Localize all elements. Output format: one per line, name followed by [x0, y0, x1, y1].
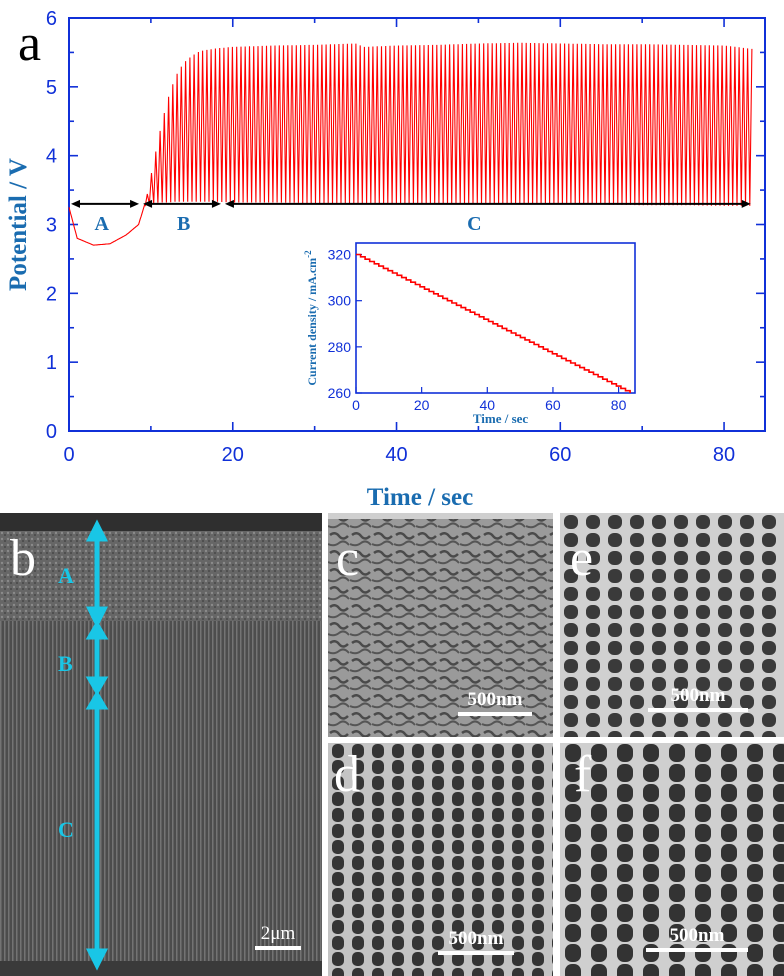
inset-x-tick-label: 20 [414, 397, 430, 413]
region-arrow-head-left [71, 199, 80, 208]
micrograph-c: c 500nm [328, 513, 553, 737]
micrograph-d-image [328, 743, 553, 976]
current-density-curve [356, 253, 631, 393]
micrograph-b-scalebar: 2μm [255, 923, 301, 950]
micrograph-e-scale-label: 500nm [670, 685, 726, 706]
inset-y-tick-label: 300 [328, 293, 352, 309]
micrograph-d-letter: d [334, 746, 360, 803]
micrograph-e-scalebar: 500nm [648, 685, 748, 712]
inset-y-axis-label: Current density / mA.cm-2 [303, 250, 319, 386]
region-arrow-head-right [741, 199, 751, 208]
region-label: C [467, 213, 481, 235]
region-b-label: B [58, 651, 73, 676]
micrograph-c-scale-bar [458, 712, 532, 716]
micrograph-c-scalebar: 500nm [458, 689, 532, 716]
inset-x-tick-label: 40 [480, 397, 496, 413]
x-axis-label: Time / sec [367, 484, 473, 510]
micrograph-f-image [560, 743, 784, 976]
y-tick-label: 1 [46, 352, 57, 374]
inset-y-tick-label: 320 [328, 247, 352, 263]
micrograph-d-scale-bar [438, 951, 514, 955]
micrograph-b-scale-label: 2μm [260, 923, 296, 944]
inset-x-tick-label: 60 [545, 397, 561, 413]
micrograph-d: d 500nm [328, 743, 553, 976]
inset-y-tick-label: 260 [328, 385, 352, 401]
x-tick-label: 20 [222, 444, 244, 466]
micrograph-b-letter: b [10, 530, 36, 587]
region-arrow-head-left [224, 199, 234, 208]
x-tick-label: 80 [713, 444, 735, 466]
inset-x-axis-label: Time / sec [473, 411, 529, 426]
micrograph-f-scalebar: 500nm [646, 925, 748, 952]
y-tick-label: 6 [46, 8, 57, 30]
micrograph-f: f 500nm [560, 743, 784, 976]
micrograph-f-scale-label: 500nm [669, 925, 725, 946]
micrograph-f-letter: f [574, 746, 592, 803]
y-tick-label: 4 [46, 146, 57, 168]
y-tick-label: 5 [46, 77, 57, 99]
micrograph-e-letter: e [570, 530, 594, 587]
micrograph-e: e 500nm [560, 513, 784, 737]
region-c-label: C [58, 817, 74, 842]
region-label: B [177, 213, 190, 235]
x-tick-label: 60 [549, 444, 571, 466]
micrograph-f-scale-bar [646, 948, 748, 952]
inset-x-tick-label: 0 [352, 397, 360, 413]
y-tick-label: 2 [46, 283, 57, 305]
region-arrow-head-right [211, 199, 221, 208]
micrograph-b-scale-bar [255, 946, 301, 950]
inset-y-tick-label: 280 [328, 339, 352, 355]
inset-y-axis-label-text: Current density / mA.cm [305, 258, 319, 386]
inset-frame [355, 242, 636, 394]
micrograph-c-image [328, 513, 553, 737]
potential-curve [68, 42, 753, 246]
x-tick-label: 40 [385, 444, 407, 466]
micrograph-b-image [0, 513, 322, 976]
micrograph-d-scalebar: 500nm [438, 928, 514, 955]
micrograph-e-scale-bar [648, 708, 748, 712]
inset-x-tick-label: 80 [611, 397, 627, 413]
micrograph-e-image [560, 513, 784, 737]
region-arrow-head-left [143, 199, 153, 208]
y-tick-label: 3 [46, 215, 57, 237]
micrograph-c-letter: c [336, 530, 360, 587]
chart-figure: a 0 20 40 60 80 0 1 2 3 4 5 6 Time / sec Potential / V… [5, 8, 766, 510]
panel-a-letter: a [18, 15, 41, 72]
region-label: A [95, 213, 110, 235]
y-tick-label: 0 [46, 421, 57, 443]
micrograph-c-scale-label: 500nm [467, 689, 523, 710]
x-tick-label: 0 [63, 444, 74, 466]
y-axis-label: Potential / V [5, 158, 32, 291]
inset-y-axis-label-superscript: -2 [303, 250, 313, 258]
region-arrow-head-right [130, 199, 140, 208]
region-a-label: A [58, 563, 74, 588]
thickness-arrows [85, 519, 109, 971]
micrograph-b: b A B C 2μm [0, 513, 322, 976]
micrograph-d-scale-label: 500nm [448, 928, 504, 949]
